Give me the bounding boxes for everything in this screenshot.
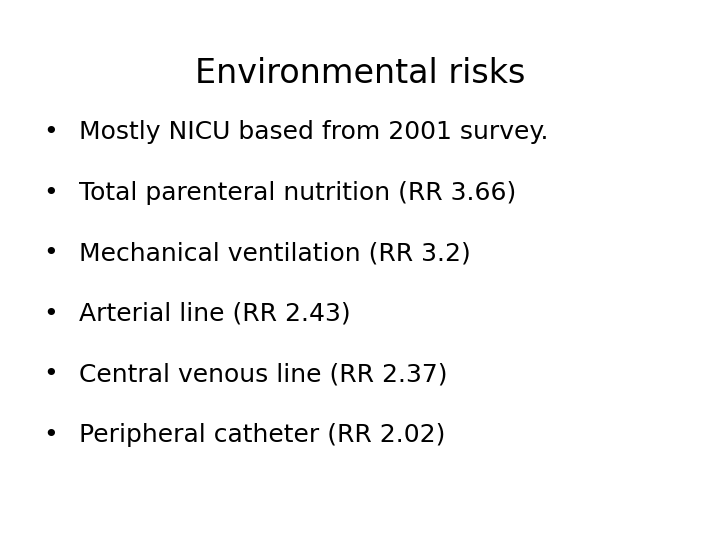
Text: Central venous line (RR 2.37): Central venous line (RR 2.37) <box>79 362 448 386</box>
Text: •: • <box>43 181 58 205</box>
Text: •: • <box>43 423 58 447</box>
Text: Mechanical ventilation (RR 3.2): Mechanical ventilation (RR 3.2) <box>79 241 471 265</box>
Text: •: • <box>43 302 58 326</box>
Text: •: • <box>43 362 58 386</box>
Text: •: • <box>43 241 58 265</box>
Text: •: • <box>43 120 58 144</box>
Text: Arterial line (RR 2.43): Arterial line (RR 2.43) <box>79 302 351 326</box>
Text: Peripheral catheter (RR 2.02): Peripheral catheter (RR 2.02) <box>79 423 446 447</box>
Text: Total parenteral nutrition (RR 3.66): Total parenteral nutrition (RR 3.66) <box>79 181 516 205</box>
Text: Mostly NICU based from 2001 survey.: Mostly NICU based from 2001 survey. <box>79 120 549 144</box>
Text: Environmental risks: Environmental risks <box>195 57 525 90</box>
